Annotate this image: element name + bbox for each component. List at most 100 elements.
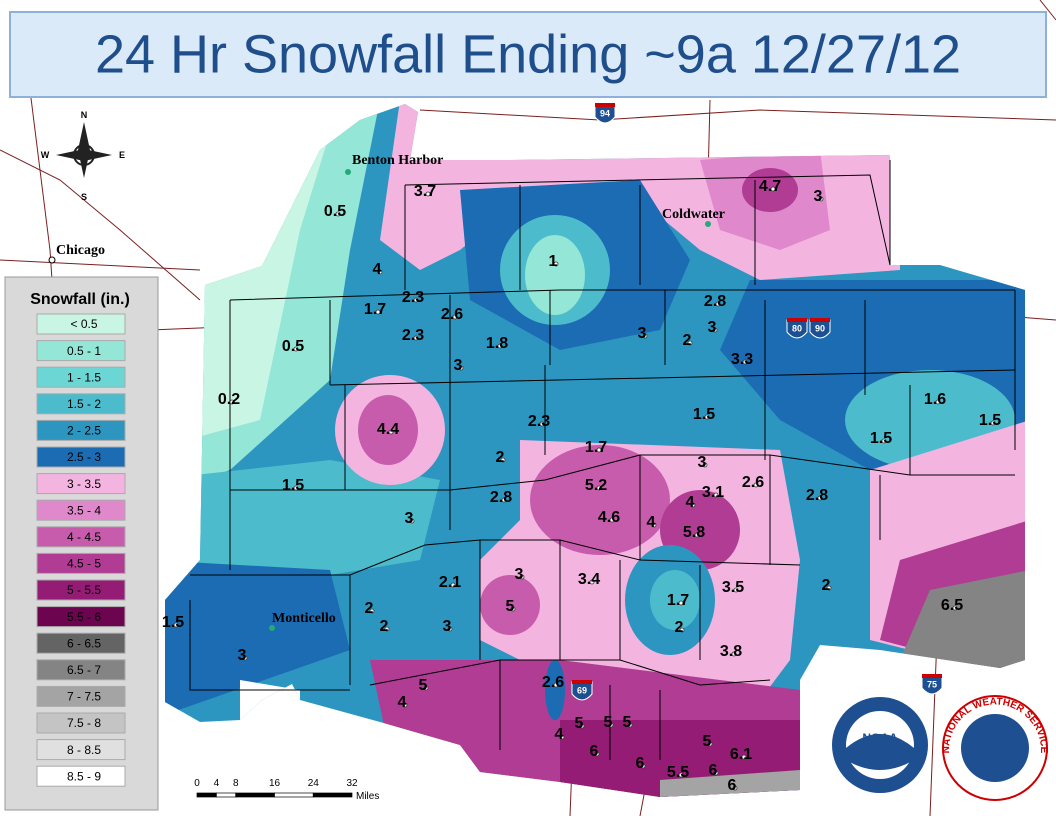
- compass-e: E: [119, 150, 125, 160]
- shield-label: 90: [815, 323, 825, 333]
- scale-segment: [196, 792, 217, 798]
- station: [539, 421, 545, 427]
- snowfall-value: 6: [636, 755, 645, 772]
- legend-swatch: [36, 712, 126, 734]
- station: [335, 211, 341, 217]
- shield: [594, 104, 616, 124]
- station: [589, 579, 595, 585]
- snowfall-value: 1.6: [924, 391, 946, 408]
- legend-label: < 0.5: [70, 317, 97, 331]
- legend-label: 6.5 - 7: [67, 663, 101, 677]
- legend-label: 8 - 8.5: [67, 743, 101, 757]
- legend-swatch: [36, 393, 126, 415]
- logos: NOAA NATIONAL WEATHER SERVICE: [832, 695, 1049, 801]
- county-boundaries: [189, 160, 1016, 760]
- snowfall-value: 2.8: [806, 487, 828, 504]
- place-label: Coldwater: [662, 207, 725, 222]
- shield-top: [787, 318, 807, 322]
- snowfall-value: 2.8: [490, 489, 512, 506]
- station: [990, 420, 996, 426]
- station: [753, 482, 759, 488]
- place-dot: [269, 625, 275, 631]
- snowfall-value: 2: [380, 618, 389, 635]
- station: [553, 682, 559, 688]
- snowfall-value: 5: [703, 733, 712, 750]
- snowfall-value: 0.5: [282, 338, 304, 355]
- snowfall-value: 6.5: [941, 597, 963, 614]
- compass-w: W: [41, 150, 50, 160]
- snowfall-value: 5: [506, 598, 515, 615]
- legend-label: 2.5 - 3: [67, 450, 101, 464]
- station: [770, 186, 776, 192]
- station: [690, 502, 696, 508]
- snowfall-value: 1.7: [364, 301, 386, 318]
- station: [679, 627, 685, 633]
- snowfall-value: 5: [419, 677, 428, 694]
- station: [510, 606, 516, 612]
- snowfall-value: 4.4: [377, 421, 399, 438]
- snowfall-value: 1.5: [693, 406, 715, 423]
- station: [173, 622, 179, 628]
- legend-label: 6 - 6.5: [67, 636, 101, 650]
- station: [384, 626, 390, 632]
- station: [594, 751, 600, 757]
- places: Benton Harbor Chicago Coldwater Monticel…: [48, 153, 725, 631]
- shield: [571, 681, 593, 701]
- legend-label: 5 - 5.5: [67, 583, 101, 597]
- legend-swatch: [36, 579, 126, 601]
- station: [413, 335, 419, 341]
- station: [713, 770, 719, 776]
- snowfall-value: 3: [638, 325, 647, 342]
- station: [817, 495, 823, 501]
- snowfall-value: 2.3: [402, 327, 424, 344]
- station: [707, 741, 713, 747]
- legend-label: 1 - 1.5: [67, 370, 101, 384]
- station: [409, 518, 415, 524]
- legend-swatch: [36, 632, 126, 654]
- station: [651, 522, 657, 528]
- legend-swatch: [36, 659, 126, 681]
- shield-label: 75: [927, 679, 937, 689]
- shield: [809, 319, 831, 339]
- scale-unit: Miles: [356, 791, 379, 802]
- station: [818, 196, 824, 202]
- station: [596, 485, 602, 491]
- snowfall-value: 4: [555, 726, 564, 743]
- legend-label: 8.5 - 9: [67, 769, 101, 783]
- station: [712, 327, 718, 333]
- compass-n: N: [81, 110, 88, 120]
- snowfall-value: 2.8: [704, 293, 726, 310]
- legend-label: 3.5 - 4: [67, 503, 101, 517]
- shield-label: 94: [600, 108, 610, 118]
- station: [609, 517, 615, 523]
- snowfall-value: 0.5: [324, 203, 346, 220]
- station: [642, 333, 648, 339]
- legend-label: 5.5 - 6: [67, 610, 101, 624]
- station: [497, 343, 503, 349]
- station: [402, 702, 408, 708]
- snowfall-value: 3: [238, 647, 247, 664]
- shield-top: [810, 318, 830, 322]
- snowfall-value: 2.3: [402, 289, 424, 306]
- station: [452, 314, 458, 320]
- place-dot: [345, 169, 351, 175]
- station: [640, 763, 646, 769]
- snowfall-value: 5: [604, 714, 613, 731]
- legend-swatch: [36, 473, 126, 495]
- scale-tick-label: 0: [194, 778, 200, 789]
- place-dot: [48, 256, 56, 264]
- legend-swatch: [36, 765, 126, 787]
- legend-swatch: [36, 340, 126, 362]
- station: [694, 532, 700, 538]
- scale-tick-label: 8: [233, 778, 239, 789]
- legend-label: 2 - 2.5: [67, 424, 101, 438]
- snowfall-value: 5: [623, 714, 632, 731]
- map-title: 24 Hr Snowfall Ending ~9a 12/27/12: [95, 24, 961, 84]
- title-box: [9, 11, 1047, 98]
- station: [553, 261, 559, 267]
- station: [826, 585, 832, 591]
- station: [627, 722, 633, 728]
- snowfall-value: 2: [496, 449, 505, 466]
- snowfall-value: 6: [590, 743, 599, 760]
